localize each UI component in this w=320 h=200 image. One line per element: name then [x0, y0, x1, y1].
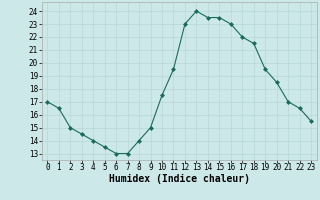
X-axis label: Humidex (Indice chaleur): Humidex (Indice chaleur) [109, 174, 250, 184]
